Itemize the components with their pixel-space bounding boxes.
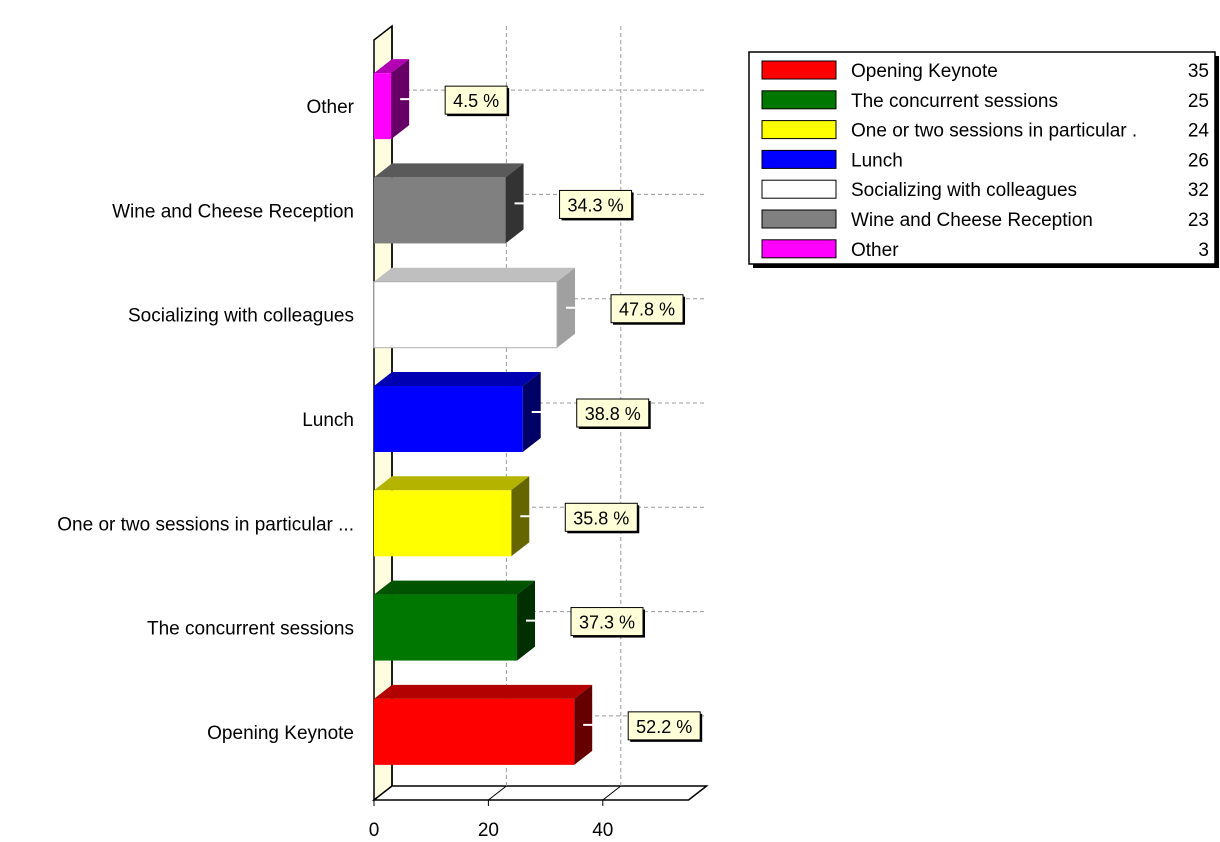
x-tick-label: 20 [478,820,499,841]
bar-front-face [374,490,512,557]
legend-label: Opening Keynote [851,61,998,82]
bar [374,580,535,661]
category-label: Other [306,97,354,118]
legend-label: Socializing with colleagues [851,180,1077,201]
legend-value: 35 [1188,61,1209,82]
bar-top-face [374,59,410,74]
bar-top-face [374,163,524,178]
legend-swatch [761,90,837,110]
legend-value: 25 [1188,91,1209,112]
legend-label: One or two sessions in particular . [851,121,1137,142]
bar [374,163,524,244]
legend-label: The concurrent sessions [851,91,1058,112]
data-label-box [559,189,633,219]
bar-top-face [374,267,576,282]
bar [374,476,530,557]
category-label: Lunch [302,410,354,431]
data-label-box [444,85,508,115]
legend-swatch [761,179,837,199]
x-tick-label: 40 [592,820,613,841]
bar-front-face [374,177,506,244]
bar-front-face [374,73,392,140]
data-label: 4.5 % [453,91,499,111]
legend-value: 26 [1188,150,1209,171]
legend-label: Wine and Cheese Reception [851,210,1093,231]
bar [374,684,593,765]
legend-value: 3 [1198,240,1209,261]
data-label: 37.3 % [579,613,635,633]
legend: Opening Keynote 35 The concurrent sessions… [748,51,1219,268]
data-label-box [627,711,701,741]
bar-front-face [374,594,517,661]
data-label: 35.8 % [573,508,629,528]
bar-front-face [373,281,558,349]
floor-gridline [602,785,622,801]
bar [373,267,576,349]
legend-label: Other [851,240,899,261]
category-label: Socializing with colleagues [128,306,354,327]
data-label-box [570,607,644,637]
legend-value: 24 [1188,121,1210,142]
data-label: 47.8 % [619,300,675,320]
legend-swatch [761,209,837,229]
data-label-box [564,502,638,532]
data-label-box [610,294,684,324]
data-label-box [576,398,650,428]
x-tick-label: 0 [369,820,380,841]
category-label: Wine and Cheese Reception [112,201,354,222]
legend-swatch [761,120,837,140]
labels: 0 20 40 Opening Keynote 52.2 % The concurrent… [57,85,703,841]
legend-swatch [761,149,837,169]
floor [371,785,709,801]
category-label: One or two sessions in particular ... [57,514,354,535]
floor-gridline [488,785,507,801]
data-label: 52.2 % [636,717,692,737]
bar-front-face [374,698,575,765]
category-label: Opening Keynote [207,723,354,744]
data-label: 34.3 % [568,195,624,215]
category-label: The concurrent sessions [147,619,354,640]
legend-swatch [761,239,837,259]
legend-value: 32 [1188,180,1209,201]
bar-top-face [374,580,535,595]
bar-front-face [374,386,523,452]
bar-top-face [374,684,593,699]
bar-top-face [374,372,541,386]
bars [373,59,593,765]
legend-value: 23 [1188,210,1209,231]
legend-swatch [761,60,837,80]
bar-top-face [374,476,530,491]
data-label: 38.8 % [585,404,641,424]
bar [374,372,541,452]
legend-label: Lunch [851,150,903,171]
